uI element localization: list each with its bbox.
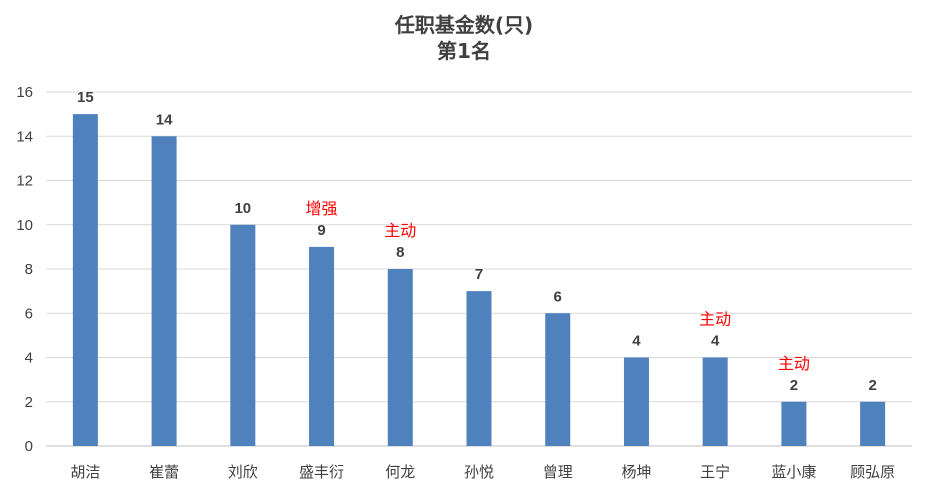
bar <box>545 313 571 446</box>
data-label: 2 <box>790 377 798 394</box>
annotation-label: 主动 <box>384 221 416 240</box>
bar <box>309 246 335 446</box>
data-labels: 15 14 10 9 8 7 6 4 4 2 2 <box>77 89 877 394</box>
data-label: 8 <box>396 244 404 261</box>
bar <box>860 401 886 446</box>
chart-subtitle: 第1名 <box>437 39 491 63</box>
x-tick-label: 蓝小康 <box>771 463 816 481</box>
data-label: 7 <box>475 266 483 283</box>
data-label: 2 <box>868 377 876 394</box>
y-tick-label: 12 <box>16 173 33 190</box>
x-tick-label: 顾弘原 <box>850 463 895 481</box>
annotation-label: 增强 <box>306 199 338 218</box>
x-tick-label: 王宁 <box>700 463 730 481</box>
y-tick-label: 16 <box>16 84 33 101</box>
data-label: 14 <box>156 111 173 128</box>
x-tick-label: 杨坤 <box>621 463 651 481</box>
data-label: 15 <box>77 89 94 106</box>
x-tick-label: 刘欣 <box>228 463 258 481</box>
bar <box>466 291 492 446</box>
bar <box>72 114 98 446</box>
x-tick-label: 孙悦 <box>464 463 494 481</box>
data-label: 10 <box>234 200 251 217</box>
bar <box>781 401 807 446</box>
bar <box>230 224 256 446</box>
x-tick-label: 何龙 <box>385 463 415 481</box>
chart-title: 任职基金数(只) <box>394 13 533 37</box>
y-tick-label: 14 <box>16 128 33 145</box>
x-tick-label: 盛丰衍 <box>299 463 344 481</box>
gridlines <box>46 91 912 447</box>
annotation-label: 主动 <box>778 354 810 373</box>
bar <box>623 357 649 446</box>
annotation-label: 主动 <box>699 310 731 329</box>
bar <box>151 136 177 446</box>
bar <box>702 357 728 446</box>
y-tick-label: 4 <box>25 350 33 367</box>
y-tick-label: 6 <box>25 305 33 322</box>
data-label: 4 <box>632 333 641 350</box>
y-axis-ticks: 0 2 4 6 8 10 12 14 16 <box>16 84 33 455</box>
data-label: 9 <box>317 222 325 239</box>
bars <box>72 114 886 446</box>
x-tick-label: 崔蕾 <box>149 463 179 481</box>
data-label: 4 <box>711 333 720 350</box>
y-tick-label: 8 <box>25 261 33 278</box>
y-tick-label: 10 <box>16 217 33 234</box>
x-tick-label: 胡洁 <box>70 463 100 481</box>
bar <box>387 269 413 446</box>
x-tick-label: 曾理 <box>543 463 573 481</box>
x-axis-labels: 胡洁 崔蕾 刘欣 盛丰衍 何龙 孙悦 曾理 杨坤 王宁 蓝小康 顾弘原 <box>70 463 895 481</box>
y-tick-label: 2 <box>25 394 33 411</box>
data-label: 6 <box>554 288 562 305</box>
y-tick-label: 0 <box>25 438 33 455</box>
